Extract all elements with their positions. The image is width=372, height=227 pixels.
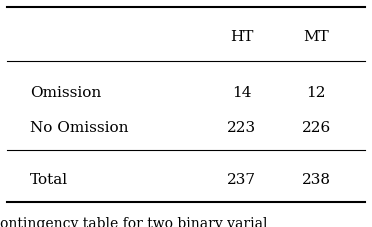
Text: No Omission: No Omission (30, 121, 128, 135)
Text: Total: Total (30, 172, 68, 186)
Text: 237: 237 (227, 172, 256, 186)
Text: ontingency table for two binary varial: ontingency table for two binary varial (0, 216, 267, 227)
Text: 226: 226 (302, 121, 331, 135)
Text: HT: HT (230, 30, 253, 44)
Text: Omission: Omission (30, 86, 101, 100)
Text: MT: MT (303, 30, 329, 44)
Text: 14: 14 (232, 86, 251, 100)
Text: 238: 238 (302, 172, 331, 186)
Text: 223: 223 (227, 121, 256, 135)
Text: 12: 12 (307, 86, 326, 100)
